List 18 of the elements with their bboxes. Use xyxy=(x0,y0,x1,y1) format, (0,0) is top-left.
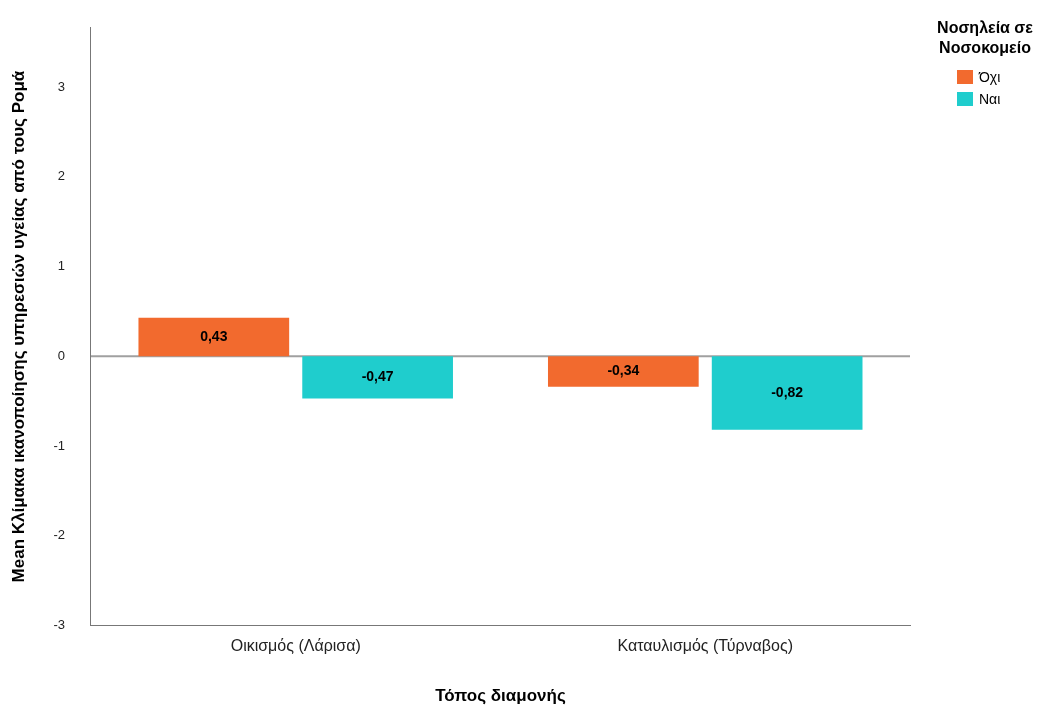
y-axis-title: Mean Κλίμακα ικανοποίησης υπηρεσιών υγείας από τους Ρομά xyxy=(8,70,28,583)
x-tick-label: Καταυλισμός (Τύρναβος) xyxy=(617,637,793,655)
y-tick-label: 2 xyxy=(57,168,65,184)
data-label: -0,47 xyxy=(361,368,394,385)
y-tick-label: 3 xyxy=(57,78,65,94)
y-tick-label: -1 xyxy=(53,437,65,453)
x-tick-label: Οικισμός (Λάρισα) xyxy=(230,637,361,655)
data-label: -0,34 xyxy=(607,362,640,379)
y-tick-label: 0 xyxy=(57,347,65,363)
legend-label: Όχι xyxy=(979,69,1001,85)
y-tick-label: -3 xyxy=(53,616,65,632)
legend-title: Νοσηλεία σε Νοσοκομείο xyxy=(936,18,1034,58)
y-tick-label: 1 xyxy=(57,258,65,274)
legend-label: Ναι xyxy=(979,91,1001,107)
y-tick-label: -2 xyxy=(53,527,65,543)
x-axis-title: Τόπος διαμονής xyxy=(435,686,566,706)
data-label: -0,82 xyxy=(771,383,804,400)
data-label: 0,43 xyxy=(200,327,228,344)
